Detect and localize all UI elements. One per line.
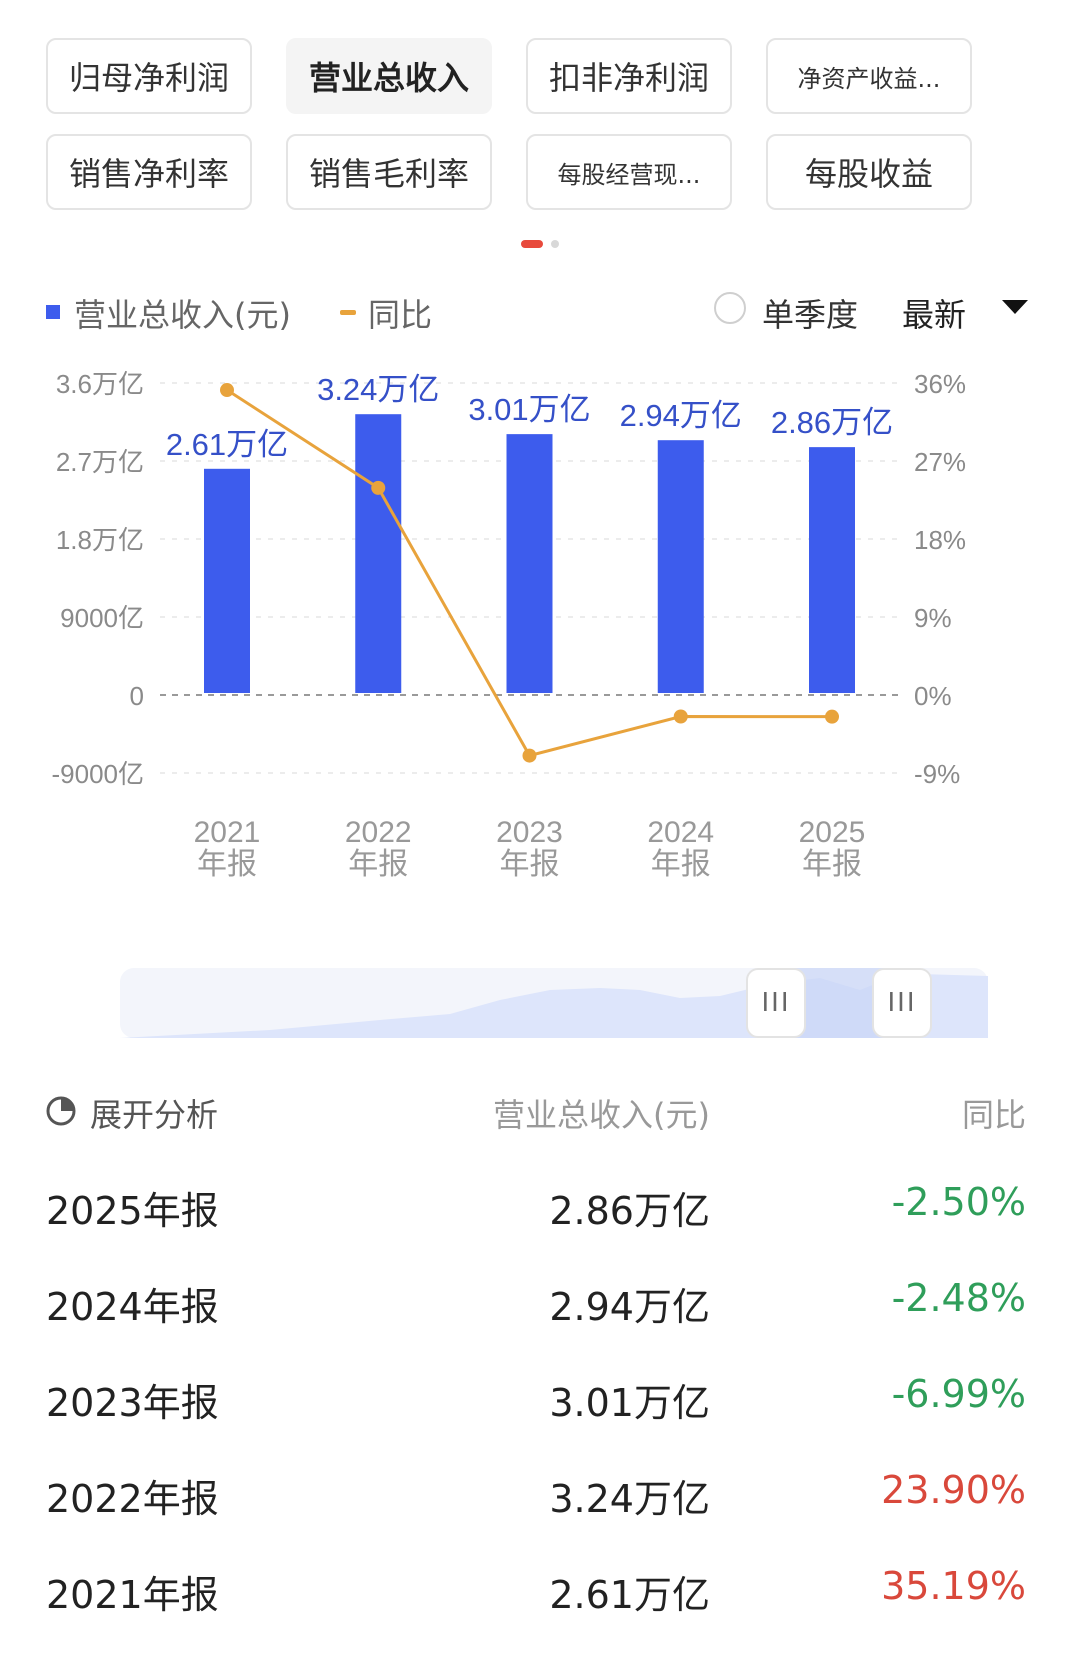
single-quarter-label[interactable]: 单季度 xyxy=(762,296,859,334)
page-dot-active xyxy=(521,240,543,248)
table-row[interactable]: 2025年报 2.86万亿 -2.50% xyxy=(46,1180,1026,1240)
bar-value-label: 3.01万亿 xyxy=(468,392,590,427)
x-tick-label: 2021 xyxy=(194,816,261,849)
tab-net-profit-deducted[interactable]: 扣非净利润 xyxy=(526,38,732,114)
period-cell: 2024年报 xyxy=(46,1285,219,1329)
revenue-cell: 2.86万亿 xyxy=(549,1189,710,1233)
revenue-column-header: 营业总收入(元) xyxy=(493,1096,710,1134)
y-right-tick-label: 36% xyxy=(914,369,966,399)
yoy-point xyxy=(825,709,839,724)
period-cell: 2025年报 xyxy=(46,1189,219,1233)
x-tick-label: 年报 xyxy=(197,848,257,881)
revenue-legend-label: 营业总收入(元) xyxy=(74,296,291,334)
bar-value-label: 2.61万亿 xyxy=(166,427,288,462)
page-dot xyxy=(551,240,559,248)
y-right-tick-label: 9% xyxy=(914,603,952,633)
y-right-tick-label: -9% xyxy=(914,759,960,789)
y-left-tick-label: 0 xyxy=(130,681,144,711)
period-cell: 2022年报 xyxy=(46,1477,219,1521)
page-indicator[interactable] xyxy=(0,240,1080,248)
x-tick-label: 年报 xyxy=(802,848,862,881)
tab-net-profit-parent[interactable]: 归母净利润 xyxy=(46,38,252,114)
bar-value-label: 2.86万亿 xyxy=(771,405,893,440)
x-tick-label: 2025 xyxy=(799,816,866,849)
tab-eps[interactable]: 每股收益 xyxy=(766,134,972,210)
yoy-cell: -6.99% xyxy=(891,1372,1026,1416)
single-quarter-radio[interactable] xyxy=(714,292,746,324)
period-cell: 2023年报 xyxy=(46,1381,219,1425)
revenue-bar xyxy=(809,447,855,693)
slider-handle-right[interactable]: III xyxy=(872,968,932,1038)
x-tick-label: 2023 xyxy=(496,816,563,849)
yoy-legend-label: 同比 xyxy=(368,296,433,334)
x-tick-label: 2024 xyxy=(647,816,714,849)
yoy-legend-swatch xyxy=(340,310,356,315)
y-left-tick-label: -9000亿 xyxy=(52,759,145,789)
pie-chart-icon[interactable] xyxy=(46,1096,76,1126)
dropdown-caret-icon[interactable] xyxy=(1002,300,1028,314)
yoy-point xyxy=(371,480,386,495)
table-header: 展开分析 营业总收入(元) 同比 xyxy=(46,1090,1026,1140)
yoy-cell: -2.48% xyxy=(891,1276,1026,1320)
chart-legend-row: 营业总收入(元) 同比 单季度 最新 xyxy=(46,290,1028,336)
yoy-point xyxy=(522,748,537,763)
revenue-cell: 3.24万亿 xyxy=(549,1477,710,1521)
table-row[interactable]: 2023年报 3.01万亿 -6.99% xyxy=(46,1372,1026,1432)
bar-value-label: 3.24万亿 xyxy=(317,372,439,407)
y-right-tick-label: 0% xyxy=(914,681,952,711)
revenue-bar xyxy=(506,434,553,693)
period-cell: 2021年报 xyxy=(46,1573,219,1617)
x-tick-label: 2022 xyxy=(345,816,412,849)
table-row[interactable]: 2022年报 3.24万亿 23.90% xyxy=(46,1468,1026,1528)
tab-gross-margin[interactable]: 销售毛利率 xyxy=(286,134,492,210)
tab-total-revenue[interactable]: 营业总收入 xyxy=(286,38,492,114)
yoy-column-header: 同比 xyxy=(961,1096,1026,1134)
revenue-bar xyxy=(657,440,704,693)
tab-net-margin[interactable]: 销售净利率 xyxy=(46,134,252,210)
revenue-cell: 2.94万亿 xyxy=(549,1285,710,1329)
yoy-cell: -2.50% xyxy=(891,1180,1026,1224)
yoy-point xyxy=(673,709,688,724)
expand-analysis-link[interactable]: 展开分析 xyxy=(90,1096,219,1134)
table-row[interactable]: 2021年报 2.61万亿 35.19% xyxy=(46,1564,1026,1624)
x-tick-label: 年报 xyxy=(348,848,408,881)
tab-operating-cashflow-per-share[interactable]: 每股经营现... xyxy=(526,134,732,210)
slider-track xyxy=(120,968,988,1038)
table-row[interactable]: 2024年报 2.94万亿 -2.48% xyxy=(46,1276,1026,1336)
x-tick-label: 年报 xyxy=(500,848,560,881)
range-slider[interactable]: III III xyxy=(120,968,988,1038)
yoy-cell: 35.19% xyxy=(881,1564,1026,1608)
yoy-cell: 23.90% xyxy=(881,1468,1026,1512)
y-left-tick-label: 3.6万亿 xyxy=(56,369,144,399)
y-left-tick-label: 9000亿 xyxy=(60,603,144,633)
period-select[interactable]: 最新 xyxy=(902,296,967,334)
x-tick-label: 年报 xyxy=(651,848,711,881)
yoy-point xyxy=(220,383,234,398)
revenue-cell: 2.61万亿 xyxy=(549,1573,710,1617)
y-right-tick-label: 18% xyxy=(914,525,966,555)
y-left-tick-label: 2.7万亿 xyxy=(56,447,144,477)
revenue-legend-swatch xyxy=(46,305,60,319)
tab-roe[interactable]: 净资产收益... xyxy=(766,38,972,114)
bar-value-label: 2.94万亿 xyxy=(620,398,742,433)
y-left-tick-label: 1.8万亿 xyxy=(56,525,144,555)
revenue-cell: 3.01万亿 xyxy=(549,1381,710,1425)
slider-handle-left[interactable]: III xyxy=(746,968,806,1038)
y-right-tick-label: 27% xyxy=(914,447,966,477)
revenue-bar xyxy=(355,414,402,693)
revenue-chart: 3.6万亿 36% 2.7万亿 27% 1.8万亿 18% 9000亿 9% 0 0% -9000亿… xyxy=(52,369,967,881)
revenue-bar xyxy=(204,468,250,693)
